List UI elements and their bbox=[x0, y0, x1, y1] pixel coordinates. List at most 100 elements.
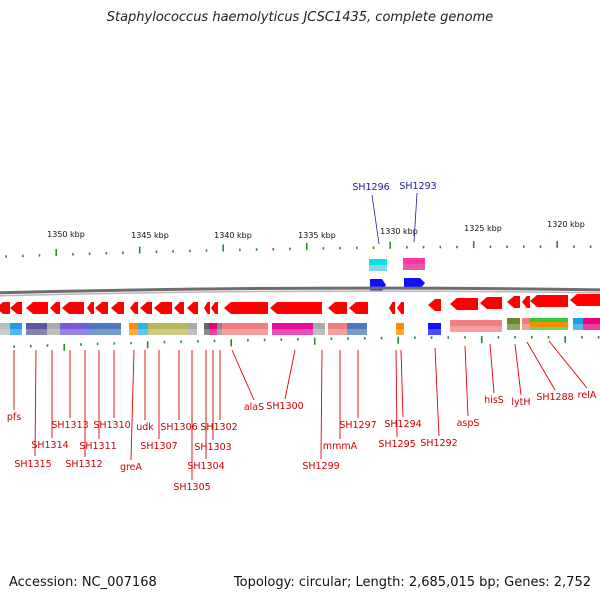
scale-tick bbox=[556, 240, 558, 248]
scale-tick bbox=[72, 253, 74, 256]
annotation-bar bbox=[480, 320, 502, 326]
gene-arrow bbox=[507, 296, 520, 308]
gene-arrow bbox=[87, 302, 94, 314]
scale-tick bbox=[213, 339, 216, 343]
annotation-bar bbox=[328, 329, 347, 335]
scale-tick bbox=[172, 250, 174, 253]
gene-label-sh1311: SH1311 bbox=[79, 441, 116, 452]
scale-tick bbox=[573, 245, 575, 248]
annotation-bar bbox=[148, 329, 187, 335]
genome-summary-text: Topology: circular; Length: 2,685,015 bp… bbox=[233, 575, 591, 590]
scale-tick bbox=[397, 336, 399, 344]
map-title: Staphylococcus haemolyticus JCSC1435, co… bbox=[106, 10, 494, 25]
gene-arrow bbox=[349, 302, 368, 314]
scale-tick bbox=[105, 251, 108, 255]
gene-label-asps: aspS bbox=[457, 418, 480, 429]
gene-arrow bbox=[530, 295, 568, 307]
annotation-bar bbox=[209, 323, 217, 329]
annotation-bar bbox=[217, 323, 222, 329]
scale-tick bbox=[22, 254, 24, 258]
scale-tick bbox=[289, 247, 291, 251]
annotation-bar bbox=[573, 318, 583, 324]
scale-tick bbox=[597, 335, 600, 339]
gene-arrow bbox=[0, 302, 10, 314]
gene-arrow bbox=[570, 294, 600, 306]
accession-text: Accession: NC_007168 bbox=[9, 575, 157, 590]
gene-label-leader bbox=[320, 349, 323, 460]
gene-label-lyth: lytH bbox=[511, 397, 530, 408]
gene-label-sh1315: SH1315 bbox=[14, 459, 51, 470]
annotation-bar bbox=[522, 324, 530, 330]
annotation-bar bbox=[92, 329, 121, 335]
annotation-bar bbox=[204, 329, 209, 335]
gene-label-sh1303: SH1303 bbox=[194, 442, 231, 453]
annotation-bar bbox=[507, 324, 520, 330]
scale-label-1330: 1330 kbp bbox=[380, 227, 418, 236]
scale-tick bbox=[239, 248, 241, 252]
annotation-bar bbox=[138, 323, 148, 329]
gene-label-grea: greA bbox=[120, 462, 143, 473]
scale-tick bbox=[80, 343, 82, 346]
scale-tick bbox=[30, 344, 32, 348]
annotation-bar bbox=[583, 318, 600, 324]
annotation-bar bbox=[450, 320, 480, 326]
gene-label-udk: udk bbox=[136, 422, 154, 433]
scale-tick bbox=[305, 242, 308, 250]
annotation-bar bbox=[148, 323, 187, 329]
scale-tick bbox=[364, 337, 366, 340]
scale-tick bbox=[472, 241, 475, 249]
scale-tick bbox=[222, 244, 224, 252]
scale-tick bbox=[130, 341, 132, 345]
gene-label-leader bbox=[526, 341, 556, 391]
scale-tick bbox=[272, 247, 275, 251]
scale-tick bbox=[547, 335, 550, 339]
gene-label-leader bbox=[464, 345, 469, 417]
gene-label-leader bbox=[284, 349, 296, 400]
scale-label-1345: 1345 kbp bbox=[131, 231, 169, 240]
scale-tick bbox=[514, 335, 516, 339]
gene-label-sh1295: SH1295 bbox=[378, 439, 415, 450]
annotation-bar bbox=[428, 329, 441, 335]
annotation-bar bbox=[480, 326, 502, 332]
gene-arrow bbox=[140, 302, 152, 314]
gene-arrow bbox=[480, 297, 502, 309]
annotation-bar bbox=[328, 323, 347, 329]
gene-arrow bbox=[428, 299, 441, 311]
scale-label-1350: 1350 kbp bbox=[47, 230, 85, 239]
annotation-bar bbox=[313, 329, 325, 335]
annotation-bar bbox=[530, 318, 568, 324]
scale-tick bbox=[46, 344, 49, 347]
gene-label-sh1305: SH1305 bbox=[173, 482, 210, 493]
annotation-bar bbox=[10, 329, 22, 335]
gene-arrow bbox=[224, 302, 268, 314]
scale-tick bbox=[456, 245, 458, 249]
gene-label-sh1294: SH1294 bbox=[384, 419, 421, 430]
gene-arrow bbox=[50, 302, 60, 314]
annotation-bar bbox=[129, 329, 138, 335]
annotation-bar bbox=[204, 323, 209, 329]
gene-label-leader bbox=[514, 343, 522, 396]
gene-label-sh1297: SH1297 bbox=[339, 420, 376, 431]
gene-label-sh1310: SH1310 bbox=[93, 420, 130, 431]
scale-tick bbox=[96, 342, 99, 346]
annotation-bar bbox=[26, 323, 47, 329]
scale-tick bbox=[406, 246, 408, 249]
scale-tick bbox=[63, 343, 65, 351]
scale-tick bbox=[55, 249, 57, 257]
annotation-bar bbox=[187, 329, 197, 335]
scale-tick bbox=[197, 340, 199, 343]
gene-label-leader bbox=[548, 340, 588, 389]
scale-tick bbox=[539, 245, 542, 248]
gene-arrow bbox=[389, 302, 395, 314]
scale-tick bbox=[297, 338, 299, 341]
annotation-bar bbox=[84, 323, 92, 329]
annotation-bar bbox=[47, 329, 60, 335]
gene-arrow bbox=[95, 302, 108, 314]
scale-tick bbox=[422, 245, 425, 249]
scale-tick bbox=[339, 246, 341, 250]
annotation-bar bbox=[522, 318, 530, 324]
scale-tick bbox=[430, 336, 433, 339]
scale-label-1325: 1325 kbp bbox=[464, 224, 502, 233]
